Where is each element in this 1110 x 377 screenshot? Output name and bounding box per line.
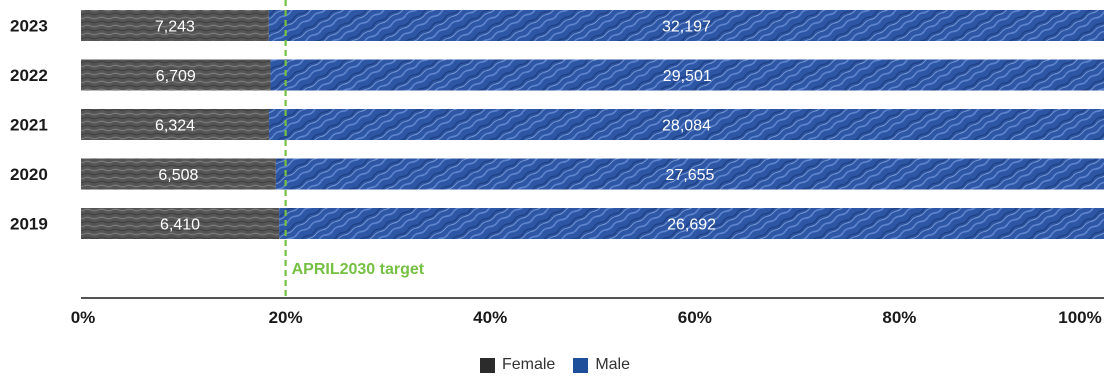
bar-male-2019 <box>279 208 1105 239</box>
bar-male-2021 <box>269 109 1104 140</box>
category-label-2022: 2022 <box>10 66 48 85</box>
value-label-female-2021: 6,324 <box>155 118 195 135</box>
category-label-2021: 2021 <box>10 116 48 135</box>
bar-female-2020 <box>81 158 276 190</box>
value-label-male-2020: 27,655 <box>665 167 714 184</box>
value-label-male-2021: 28,084 <box>662 118 711 135</box>
x-tick-label-20: 20% <box>269 308 303 327</box>
bar-male-2020 <box>275 158 1104 190</box>
value-label-female-2020: 6,508 <box>158 167 198 184</box>
x-tick-label-100: 100% <box>1058 308 1101 327</box>
value-label-female-2019: 6,410 <box>160 217 200 234</box>
x-tick-label-0: 0% <box>71 308 96 327</box>
bar-male-2022 <box>270 59 1104 91</box>
category-label-2020: 2020 <box>10 165 48 184</box>
legend-swatch-male <box>573 357 589 373</box>
legend-label-male: Male <box>595 356 631 373</box>
x-tick-label-40: 40% <box>473 308 507 327</box>
legend-item-male: Male <box>573 356 630 374</box>
legend: Female Male <box>0 356 1110 374</box>
bar-male-2023 <box>268 10 1105 41</box>
legend-item-female: Female <box>479 356 556 374</box>
legend-label-female: Female <box>501 356 556 373</box>
value-label-male-2019: 26,692 <box>667 217 716 234</box>
category-label-2019: 2019 <box>10 215 48 234</box>
bar-female-2023 <box>81 10 269 41</box>
legend-swatch-female <box>479 357 495 373</box>
bar-female-2019 <box>81 208 280 239</box>
value-label-male-2022: 29,501 <box>663 68 712 85</box>
x-tick-label-80: 80% <box>882 308 916 327</box>
category-label-2023: 2023 <box>10 17 48 36</box>
target-label: APRIL2030 target <box>292 261 425 278</box>
bar-female-2021 <box>81 109 270 140</box>
value-label-female-2022: 6,709 <box>156 68 196 85</box>
x-tick-label-60: 60% <box>678 308 712 327</box>
value-label-male-2023: 32,197 <box>662 19 711 36</box>
value-label-female-2023: 7,243 <box>155 19 195 36</box>
bar-female-2022 <box>81 59 271 91</box>
